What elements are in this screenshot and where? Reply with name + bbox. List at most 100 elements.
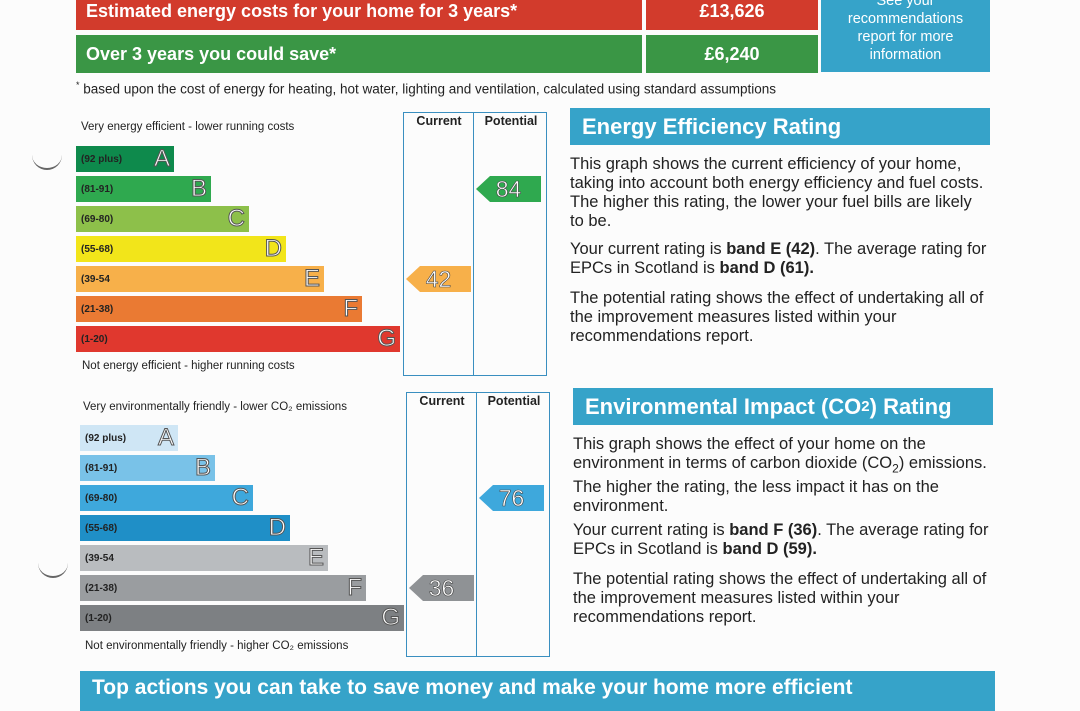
rating-band-g: (1-20) G [80, 604, 404, 632]
binder-hole [32, 152, 62, 170]
band-range-label: (81-91) [85, 462, 118, 474]
energy-current-header: Current [416, 114, 462, 128]
rating-band-c: (69-80) C [80, 484, 253, 512]
band-letter: B [194, 454, 211, 482]
env-potential-header: Potential [487, 394, 541, 408]
energy-top-caption: Very energy efficient - lower running co… [81, 121, 295, 133]
band-range-label: (1-20) [81, 333, 108, 345]
rating-band-e: (39-54 E [76, 265, 324, 293]
energy-current-summary: Your current rating is band E (42). The … [570, 240, 990, 278]
energy-average-band: band D (61). [719, 259, 814, 277]
band-letter: C [231, 484, 249, 512]
env-potential-rating-arrow: 76 [479, 485, 544, 511]
band-range-label: (69-80) [85, 492, 118, 504]
info-line-2: recommendations [847, 11, 964, 27]
band-letter: D [268, 514, 286, 542]
band-range-label: (21-38) [85, 582, 118, 594]
band-letter: F [343, 295, 359, 323]
band-range-label: (39-54 [81, 273, 110, 285]
band-letter: B [190, 175, 207, 203]
info-line-1: See your [876, 0, 935, 9]
band-range-label: (55-68) [85, 522, 118, 534]
env-desc-text: This graph shows the effect of your home… [573, 435, 926, 472]
band-letter: A [157, 424, 174, 452]
env-potential-rating: 76 [498, 484, 525, 511]
energy-potential-header: Potential [484, 114, 538, 128]
env-description: This graph shows the effect of your home… [573, 435, 993, 516]
band-range-label: (55-68) [81, 243, 114, 255]
band-letter: G [377, 325, 397, 353]
band-range-label: (21-38) [81, 303, 114, 315]
env-current-header: Current [419, 394, 465, 408]
energy-current-band: band E (42) [726, 240, 816, 258]
band-range-label: (92 plus) [81, 153, 123, 165]
env-desc-text-2: ) emissions. The higher the rating, the … [573, 454, 987, 516]
env-heading-subscript: 2 [861, 398, 870, 415]
band-range-label: (39-54 [85, 552, 114, 564]
band-range-label: (69-80) [81, 213, 114, 225]
rating-band-b: (81-91) B [76, 175, 211, 203]
env-average-band: band D (59). [722, 540, 817, 558]
rating-band-d: (55-68) D [80, 514, 290, 542]
band-letter: E [307, 544, 324, 572]
rating-band-c: (69-80) C [76, 205, 249, 233]
band-letter: G [381, 604, 401, 632]
info-line-4: information [869, 47, 942, 63]
band-letter: A [153, 145, 170, 173]
band-range-label: (92 plus) [85, 432, 127, 444]
rating-band-f: (21-38) F [76, 295, 362, 323]
rating-band-d: (55-68) D [76, 235, 286, 263]
top-actions-heading: Top actions you can take to save money a… [80, 671, 995, 711]
env-current-summary: Your current rating is band F (36). The … [573, 521, 993, 559]
footnote-mark: * [76, 80, 80, 90]
band-range-label: (1-20) [85, 612, 112, 624]
env-current-rating: 36 [428, 574, 455, 601]
info-line-3: report for more [857, 29, 954, 45]
env-bottom-caption: Not environmentally friendly - higher CO… [85, 640, 349, 652]
rating-band-f: (21-38) F [80, 574, 366, 602]
energy-potential-summary: The potential rating shows the effect of… [570, 289, 984, 345]
band-range-label: (81-91) [81, 183, 114, 195]
environmental-impact-heading: Environmental Impact (CO 2) Rating [573, 388, 993, 425]
environmental-impact-chart: Very environmentally friendly - lower CO… [80, 392, 552, 657]
env-desc-subscript: 2 [892, 461, 899, 476]
env-current-column [406, 392, 477, 657]
savings-label: Over 3 years you could save* [76, 35, 642, 73]
binder-hole [38, 560, 68, 578]
env-top-caption: Very environmentally friendly - lower CO… [83, 401, 347, 413]
energy-efficiency-heading: Energy Efficiency Rating [570, 108, 990, 145]
footnote: * based upon the cost of energy for heat… [76, 80, 776, 97]
energy-current-column [403, 112, 474, 376]
env-summary-text: Your current rating is [573, 521, 730, 539]
energy-potential-rating: 84 [495, 175, 522, 202]
rating-band-a: (92 plus) A [80, 424, 178, 452]
energy-bottom-caption: Not energy efficient - higher running co… [82, 360, 295, 372]
env-current-rating-arrow: 36 [409, 575, 474, 601]
env-potential-summary: The potential rating shows the effect of… [573, 570, 987, 626]
recommendations-info-box: See your recommendations report for more… [821, 0, 990, 72]
rating-band-b: (81-91) B [80, 454, 215, 482]
footnote-text: based upon the cost of energy for heatin… [83, 81, 776, 97]
energy-potential-rating-arrow: 84 [476, 176, 541, 202]
energy-potential-column [473, 112, 547, 376]
band-letter: C [227, 205, 245, 233]
rating-band-a: (92 plus) A [76, 145, 174, 173]
band-letter: D [264, 235, 282, 263]
energy-current-rating-arrow: 42 [406, 266, 471, 292]
rating-band-g: (1-20) G [76, 325, 400, 353]
env-summary-text-2: . The average rating for EPCs in Scotlan… [573, 521, 989, 558]
energy-summary-text: Your current rating is [570, 240, 727, 258]
savings-value: £6,240 [646, 35, 818, 73]
energy-efficiency-chart: Very energy efficient - lower running co… [76, 112, 548, 376]
band-letter: E [303, 265, 320, 293]
band-letter: F [347, 574, 363, 602]
env-potential-column [476, 392, 550, 657]
env-heading-text: Environmental Impact (CO [585, 393, 862, 419]
env-current-band: band F (36) [729, 521, 818, 539]
estimated-cost-label: Estimated energy costs for your home for… [76, 0, 642, 30]
energy-description: This graph shows the current efficiency … [570, 155, 984, 230]
energy-summary-text-2: . The average rating for EPCs in Scotlan… [570, 240, 987, 277]
energy-current-rating: 42 [425, 265, 452, 292]
estimated-cost-value: £13,626 [646, 0, 818, 30]
env-heading-text-2: ) Rating [869, 393, 952, 419]
